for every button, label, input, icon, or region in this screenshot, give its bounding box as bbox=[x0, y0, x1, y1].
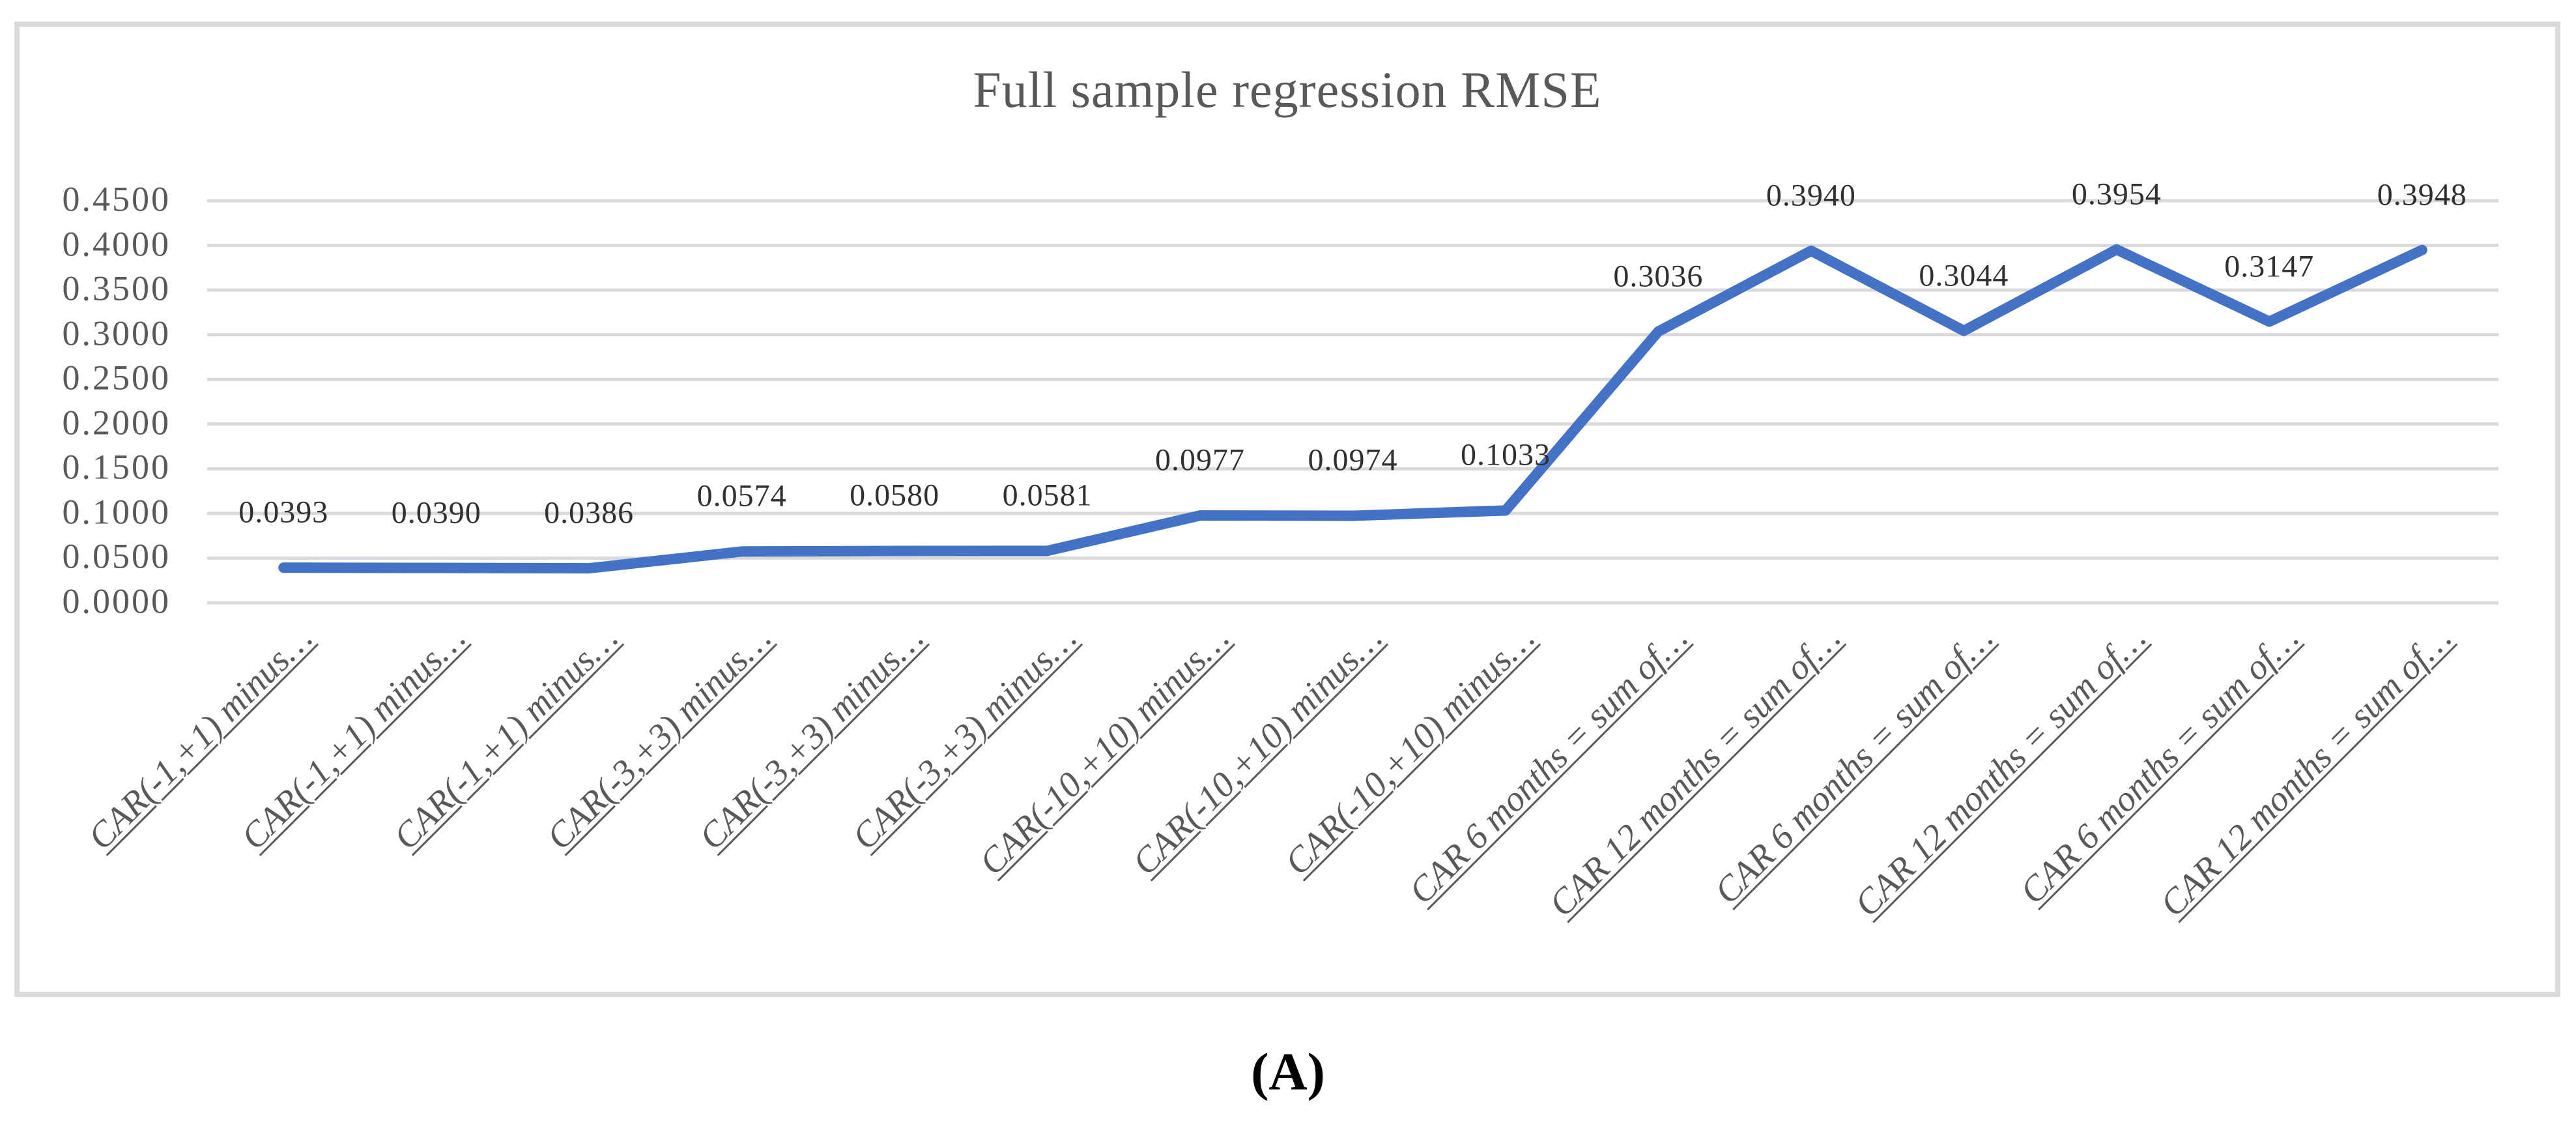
data-label: 0.0390 bbox=[391, 495, 481, 530]
y-tick-label: 0.3000 bbox=[62, 313, 171, 353]
data-label: 0.3036 bbox=[1613, 259, 1704, 294]
data-label: 0.3147 bbox=[2224, 249, 2315, 283]
data-label: 0.3954 bbox=[2071, 177, 2162, 212]
data-label: 0.0977 bbox=[1155, 442, 1246, 478]
data-label: 0.3044 bbox=[1919, 258, 2009, 293]
plot-area bbox=[207, 199, 2498, 605]
data-label: 0.0574 bbox=[696, 478, 787, 513]
data-label: 0.0386 bbox=[544, 495, 635, 530]
y-tick-label: 0.3500 bbox=[62, 268, 171, 308]
data-label: 0.0580 bbox=[850, 478, 940, 513]
y-tick-label: 0.1500 bbox=[62, 447, 171, 487]
y-tick-label: 0.1000 bbox=[62, 492, 171, 532]
y-tick-label: 0.0500 bbox=[62, 536, 171, 576]
y-tick-label: 0.4000 bbox=[62, 224, 171, 264]
rmse-series-line bbox=[278, 244, 2427, 574]
y-tick-label: 0.2000 bbox=[62, 403, 171, 442]
data-label: 0.3948 bbox=[2377, 177, 2467, 212]
y-tick-label: 0.4500 bbox=[62, 179, 171, 219]
data-label: 0.0393 bbox=[238, 495, 329, 530]
data-label: 0.0581 bbox=[1002, 478, 1093, 513]
panel-label: (A) bbox=[1251, 1042, 1325, 1101]
data-label: 0.3940 bbox=[1766, 178, 1856, 213]
data-label: 0.1033 bbox=[1460, 437, 1551, 472]
y-tick-label: 0.0000 bbox=[62, 581, 171, 621]
data-label: 0.0974 bbox=[1308, 442, 1398, 478]
rmse-line-chart: Full sample regression RMSE 0.0000 0.0500… bbox=[14, 22, 2560, 997]
y-tick-label: 0.2500 bbox=[62, 358, 171, 398]
chart-title: Full sample regression RMSE bbox=[973, 61, 1602, 118]
